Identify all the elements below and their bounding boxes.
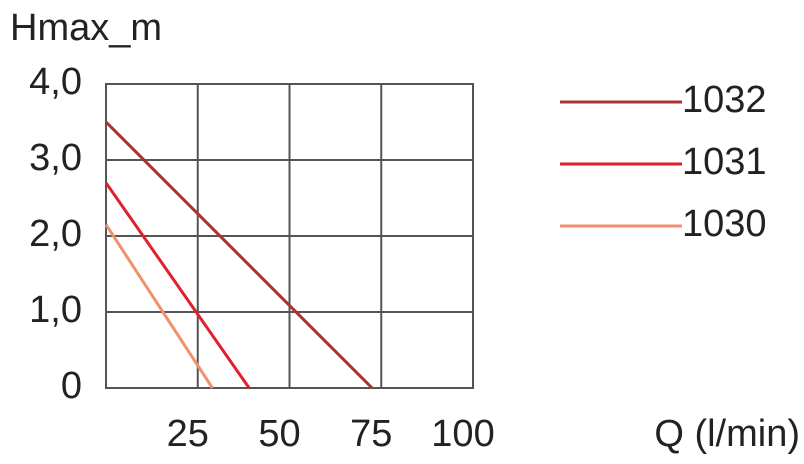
legend-label: 1032 bbox=[682, 79, 767, 121]
chart-title: Hmax_m bbox=[10, 7, 162, 49]
x-tick-label: 50 bbox=[258, 413, 300, 455]
y-tick-label: 0 bbox=[61, 365, 82, 407]
legend-label: 1031 bbox=[682, 141, 767, 183]
x-tick-label: 75 bbox=[350, 413, 392, 455]
series-line bbox=[104, 120, 374, 390]
legend-label: 1030 bbox=[682, 203, 767, 245]
series-line bbox=[104, 223, 214, 389]
series-line bbox=[104, 181, 251, 389]
x-axis-label: Q (l/min) bbox=[654, 413, 800, 455]
y-tick-label: 4,0 bbox=[29, 61, 82, 103]
x-tick-label: 25 bbox=[167, 413, 209, 455]
y-tick-label: 3,0 bbox=[29, 137, 82, 179]
x-tick-label: 100 bbox=[431, 413, 494, 455]
y-tick-label: 1,0 bbox=[29, 289, 82, 331]
y-tick-label: 2,0 bbox=[29, 213, 82, 255]
